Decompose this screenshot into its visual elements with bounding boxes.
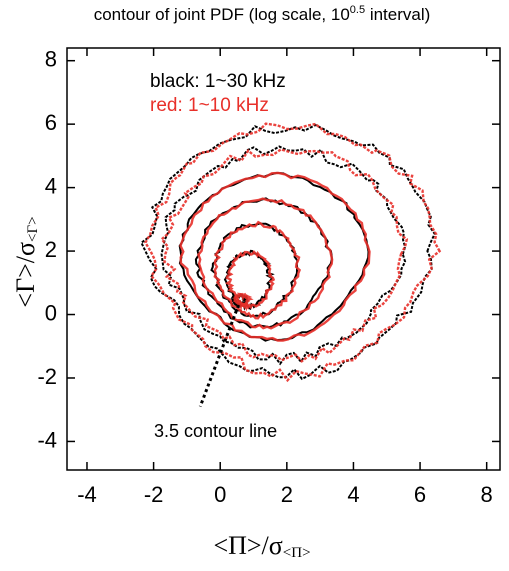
y-tick-label: 0 — [45, 300, 57, 325]
x-tick-label: 4 — [347, 482, 359, 507]
annotation: 3.5 contour line — [154, 421, 277, 441]
y-tick-label: -4 — [37, 427, 57, 452]
x-axis-label: <Π>/σ<Π> — [213, 531, 310, 561]
contour-line — [213, 220, 302, 320]
x-tick-label: -4 — [77, 482, 97, 507]
contour-line — [179, 171, 371, 342]
contour-line — [194, 197, 333, 329]
x-tick-label: 2 — [281, 482, 293, 507]
x-tick-label: 8 — [481, 482, 493, 507]
legend-label: black: 1~30 kHz — [150, 71, 286, 92]
y-tick-label: 6 — [45, 110, 57, 135]
y-tick-label: 2 — [45, 237, 57, 262]
contour-line — [197, 197, 334, 330]
contour-line — [225, 250, 276, 312]
contour-line — [233, 292, 254, 311]
annotation-pointer — [198, 304, 240, 408]
plot-frame — [66, 47, 501, 471]
contour-line — [144, 122, 442, 383]
y-axis-label: <Γ>/σ<Γ> — [11, 216, 41, 307]
y-tick-label: 8 — [45, 47, 57, 72]
y-tick-label: 4 — [45, 173, 57, 198]
chart-title: contour of joint PDF (log scale, 100.5 i… — [94, 4, 431, 25]
legend-label: red: 1~10 kHz — [150, 95, 269, 116]
contour-line — [160, 148, 409, 363]
x-tick-label: 6 — [414, 482, 426, 507]
x-tick-label: -2 — [144, 482, 164, 507]
y-tick-label: -2 — [37, 364, 57, 389]
x-tick-label: 0 — [214, 482, 226, 507]
